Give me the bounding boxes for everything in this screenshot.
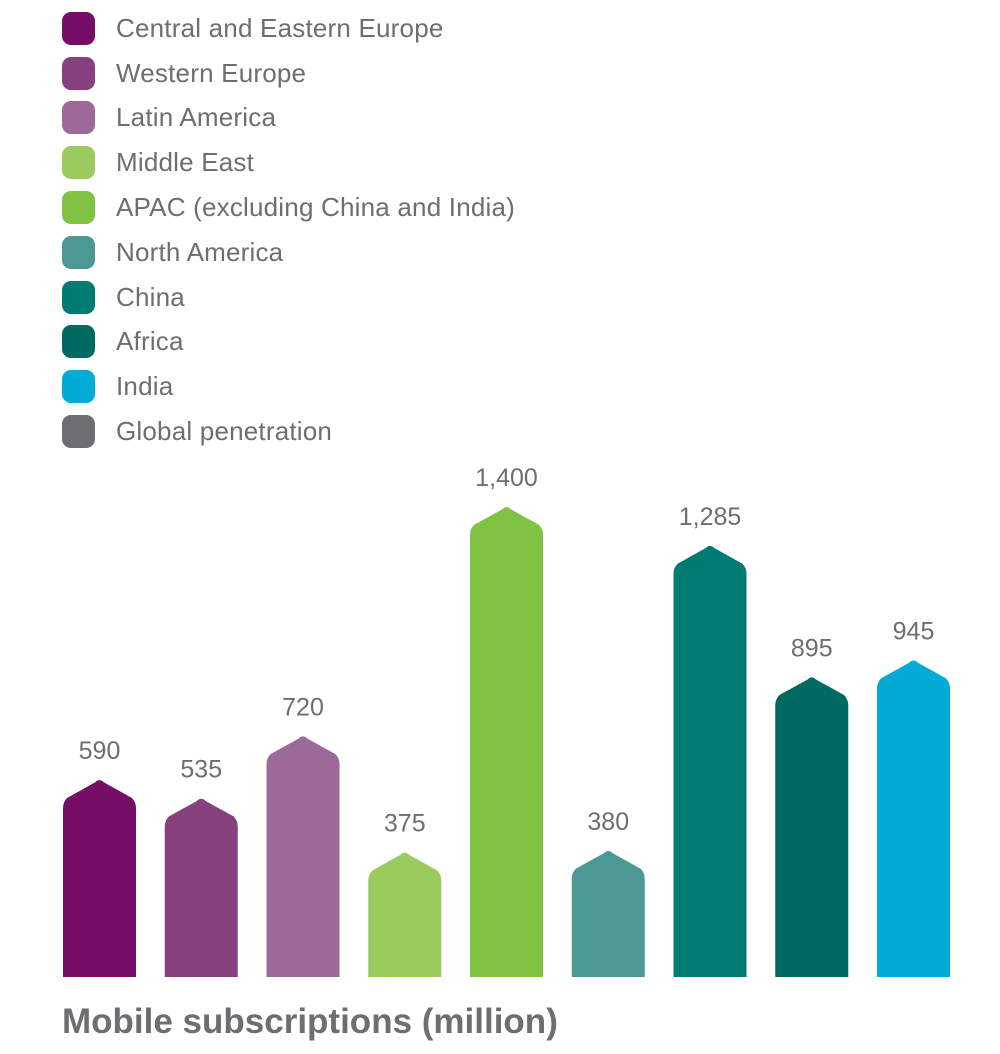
legend-label: Latin America bbox=[116, 102, 277, 133]
legend-label: Global penetration bbox=[116, 416, 333, 447]
legend-item: Central and Eastern Europe bbox=[62, 6, 515, 51]
legend-item: Western Europe bbox=[62, 51, 515, 96]
data-label: 945 bbox=[893, 617, 935, 645]
legend-swatch bbox=[62, 370, 95, 404]
chart-title: Mobile subscriptions (million) bbox=[62, 1002, 558, 1041]
legend-item: China bbox=[62, 275, 515, 320]
legend-label: North America bbox=[116, 236, 284, 267]
data-label: 380 bbox=[587, 808, 629, 836]
legend-label: Africa bbox=[116, 326, 184, 357]
bar-chart: 590 535 720 375 1,400 380 1,285 895 945 bbox=[63, 464, 950, 977]
bar bbox=[63, 780, 136, 977]
legend-label: APAC (excluding China and India) bbox=[116, 192, 516, 223]
bar bbox=[673, 545, 747, 977]
legend-swatch bbox=[62, 146, 95, 180]
legend-label: Central and Eastern Europe bbox=[116, 12, 444, 43]
legend-swatch bbox=[62, 280, 95, 314]
data-label: 375 bbox=[384, 810, 426, 838]
legend-swatch bbox=[62, 325, 95, 359]
legend-label: China bbox=[116, 281, 185, 312]
legend-swatch bbox=[62, 235, 95, 269]
data-label: 895 bbox=[791, 634, 833, 662]
bar bbox=[775, 677, 849, 977]
legend-swatch bbox=[62, 415, 95, 449]
bar bbox=[470, 507, 543, 977]
legend-swatch bbox=[62, 191, 95, 225]
legend-item: North America bbox=[62, 230, 515, 275]
data-label: 590 bbox=[79, 737, 121, 765]
chart-legend: Central and Eastern Europe Western Europe… bbox=[62, 6, 515, 454]
data-label: 535 bbox=[180, 756, 222, 784]
bar bbox=[266, 736, 340, 977]
legend-item: India bbox=[62, 364, 515, 409]
legend-item: Africa bbox=[62, 320, 515, 365]
legend-label: Western Europe bbox=[116, 57, 307, 88]
data-label: 1,400 bbox=[475, 464, 538, 492]
legend-label: Middle East bbox=[116, 147, 255, 178]
data-label: 720 bbox=[282, 693, 324, 721]
bar bbox=[164, 798, 238, 977]
bar bbox=[368, 852, 442, 977]
legend-item: Middle East bbox=[62, 140, 515, 185]
legend-item: Global penetration bbox=[62, 409, 515, 454]
legend-item: APAC (excluding China and India) bbox=[62, 185, 515, 230]
legend-swatch bbox=[62, 11, 95, 45]
legend-swatch bbox=[62, 101, 95, 135]
legend-item: Latin America bbox=[62, 96, 515, 141]
legend-label: India bbox=[116, 371, 174, 402]
legend-swatch bbox=[62, 56, 95, 90]
data-label: 1,285 bbox=[679, 503, 742, 531]
bar bbox=[571, 850, 645, 977]
bar bbox=[877, 660, 950, 977]
